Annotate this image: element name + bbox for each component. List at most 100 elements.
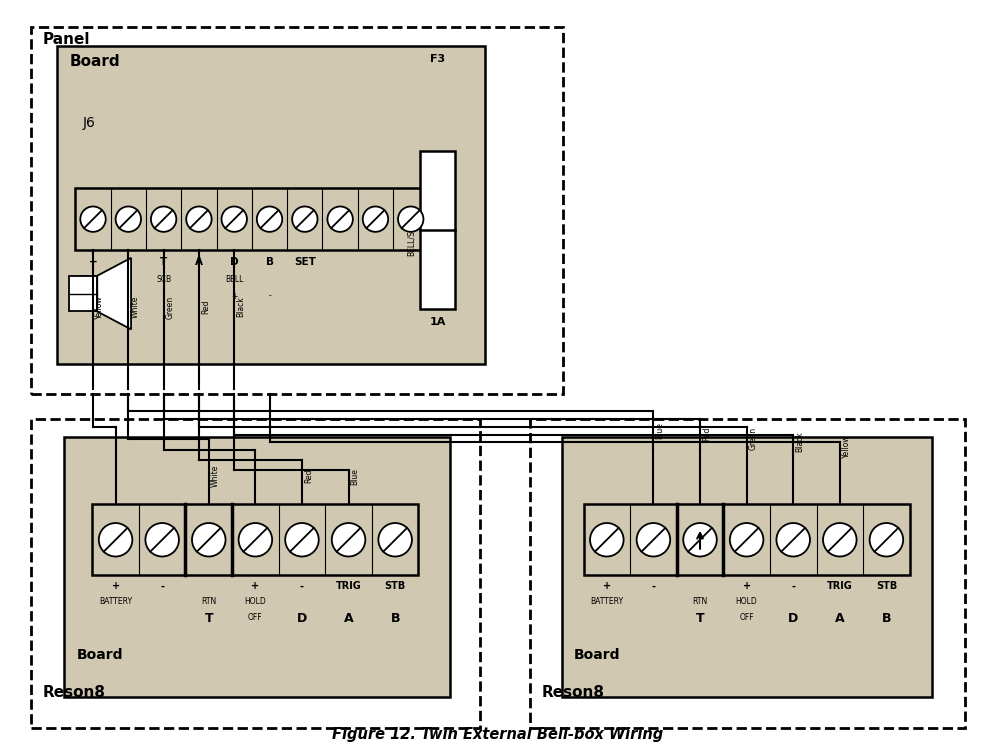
Text: Black: Black <box>236 297 245 318</box>
Text: Reson8: Reson8 <box>43 685 106 700</box>
Text: SCB: SCB <box>157 275 171 284</box>
Text: Figure 12. Twin External Bell-box Wiring: Figure 12. Twin External Bell-box Wiring <box>332 727 664 742</box>
Circle shape <box>590 523 623 557</box>
Circle shape <box>869 523 903 557</box>
Text: STB: STB <box>875 581 897 592</box>
Bar <box>583 504 909 575</box>
Circle shape <box>332 523 365 557</box>
Text: Yellow: Yellow <box>95 295 104 319</box>
Text: OFF: OFF <box>248 613 262 622</box>
Circle shape <box>221 207 247 232</box>
Text: 1A: 1A <box>430 318 446 327</box>
Circle shape <box>730 523 764 557</box>
Bar <box>421 151 456 309</box>
Text: B: B <box>881 612 891 625</box>
Circle shape <box>116 207 141 232</box>
Text: Red: Red <box>702 427 711 441</box>
Circle shape <box>327 207 353 232</box>
Text: Panel: Panel <box>43 31 90 46</box>
Circle shape <box>192 523 225 557</box>
Text: D: D <box>788 612 799 625</box>
Text: Green: Green <box>749 426 758 449</box>
Text: BATTERY: BATTERY <box>590 598 623 607</box>
Circle shape <box>777 523 810 557</box>
Text: T: T <box>204 612 213 625</box>
Circle shape <box>363 207 388 232</box>
Text: J6: J6 <box>83 116 95 130</box>
Bar <box>31 27 562 394</box>
Text: -: - <box>161 581 165 592</box>
Circle shape <box>146 523 178 557</box>
Circle shape <box>257 207 282 232</box>
Text: T: T <box>160 257 167 267</box>
Text: +: + <box>251 581 259 592</box>
Text: RTN: RTN <box>201 598 216 607</box>
Text: +: + <box>231 291 237 300</box>
Text: B: B <box>265 257 273 267</box>
Text: -: - <box>268 291 271 300</box>
Text: B: B <box>391 612 400 625</box>
Text: +: + <box>743 581 751 592</box>
Text: Reson8: Reson8 <box>541 685 605 700</box>
Text: D: D <box>230 257 238 267</box>
Bar <box>58 46 486 364</box>
Text: -: - <box>792 581 796 592</box>
Text: BELL: BELL <box>225 275 243 284</box>
Text: A: A <box>835 612 844 625</box>
Text: +: + <box>603 581 611 592</box>
Bar <box>93 504 419 575</box>
Circle shape <box>99 523 133 557</box>
Text: Board: Board <box>573 648 620 662</box>
Circle shape <box>285 523 319 557</box>
Circle shape <box>637 523 670 557</box>
Text: HOLD: HOLD <box>736 598 758 607</box>
Text: Board: Board <box>77 648 123 662</box>
Text: Green: Green <box>166 295 174 318</box>
Text: -: - <box>300 581 304 592</box>
Text: STROBE: STROBE <box>78 275 109 284</box>
Circle shape <box>81 207 106 232</box>
Circle shape <box>824 523 856 557</box>
Polygon shape <box>98 258 131 330</box>
Text: Black: Black <box>796 431 805 452</box>
Text: A: A <box>195 257 203 267</box>
Text: STB: STB <box>385 581 406 592</box>
Circle shape <box>398 207 424 232</box>
Text: T: T <box>696 612 704 625</box>
Text: White: White <box>210 465 219 488</box>
Text: F3: F3 <box>431 55 446 64</box>
Circle shape <box>683 523 717 557</box>
Circle shape <box>238 523 272 557</box>
Text: SET: SET <box>294 257 316 267</box>
Text: Red: Red <box>201 300 210 315</box>
Text: TRIG: TRIG <box>336 581 362 592</box>
Bar <box>31 419 481 728</box>
Text: +: + <box>89 257 98 267</box>
Text: -: - <box>127 257 131 267</box>
Text: HOLD: HOLD <box>244 598 266 607</box>
Text: -: - <box>651 581 655 592</box>
Text: White: White <box>131 296 140 318</box>
Bar <box>76 189 429 250</box>
Text: Blue: Blue <box>351 468 360 485</box>
Bar <box>529 419 965 728</box>
Text: A: A <box>344 612 353 625</box>
Text: D: D <box>297 612 307 625</box>
Text: TRIG: TRIG <box>827 581 852 592</box>
Text: Yellow: Yellow <box>841 434 850 458</box>
Text: OFF: OFF <box>740 613 754 622</box>
Circle shape <box>292 207 317 232</box>
Circle shape <box>151 207 176 232</box>
Bar <box>561 437 931 697</box>
Bar <box>65 437 451 697</box>
Text: BELL/STROBE: BELL/STROBE <box>407 204 416 256</box>
Text: Blue: Blue <box>655 422 664 438</box>
Text: RTN: RTN <box>692 598 708 607</box>
Bar <box>70 276 98 312</box>
Text: Board: Board <box>70 55 120 70</box>
Text: Red: Red <box>304 469 313 484</box>
Text: BATTERY: BATTERY <box>99 598 133 607</box>
Text: +: + <box>112 581 120 592</box>
Circle shape <box>379 523 412 557</box>
Circle shape <box>186 207 211 232</box>
